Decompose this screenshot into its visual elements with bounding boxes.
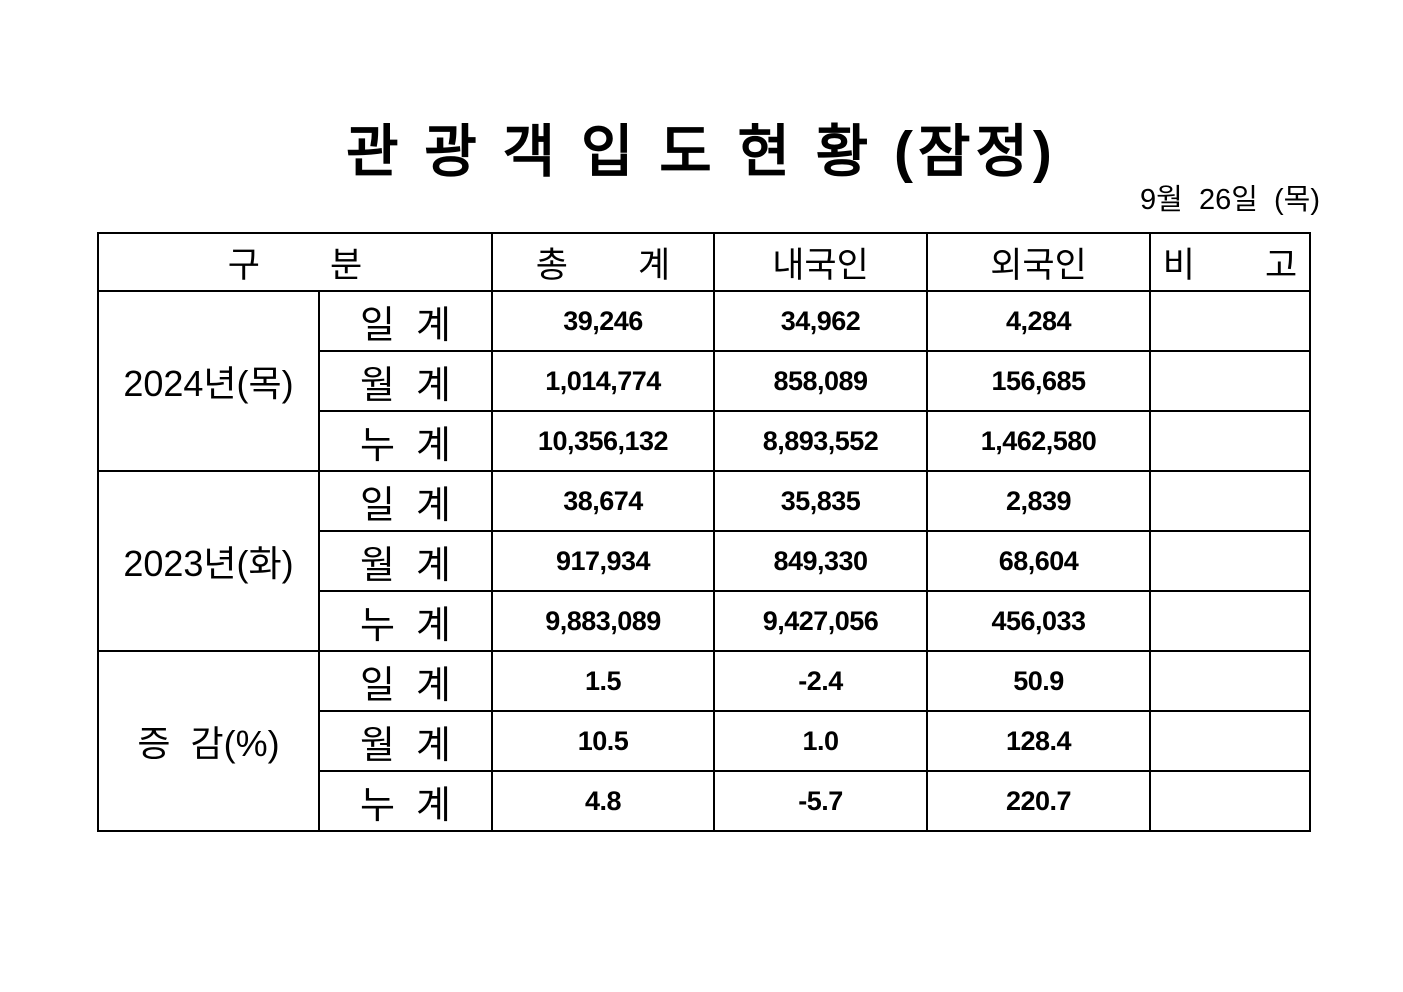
remarks-cell — [1149, 290, 1311, 352]
row-label-cumulative: 누 계 — [318, 410, 493, 472]
report-date: 9월 26일 (목) — [1140, 184, 1320, 216]
remarks-cell — [1149, 710, 1311, 772]
table-row: 2023년(화) 일 계 38,674 35,835 2,839 — [97, 470, 1311, 652]
table-row: 증 감(%) 일 계 1.5 -2.4 50.9 — [97, 650, 1311, 832]
value-foreign: 2,839 — [926, 470, 1151, 532]
value-foreign: 4,284 — [926, 290, 1151, 352]
row-label-daily: 일 계 — [318, 650, 493, 712]
row-label-monthly: 월 계 — [318, 710, 493, 772]
header-remarks-cell: 비 고 — [1149, 232, 1311, 292]
row-label-monthly: 월 계 — [318, 350, 493, 412]
row-label-daily: 일 계 — [318, 290, 493, 352]
table-row: 월 계 1,014,774 858,089 156,685 — [98, 350, 1311, 412]
table-row: 2024년(목) 일 계 39,246 34,962 4,284 — [97, 290, 1311, 472]
row-label-monthly: 월 계 — [318, 530, 493, 592]
header-domestic-cell: 내국인 — [713, 232, 928, 292]
value-foreign: 68,604 — [926, 530, 1151, 592]
value-domestic: 35,835 — [713, 470, 928, 532]
remarks-cell — [1149, 410, 1311, 472]
value-foreign: 128.4 — [926, 710, 1151, 772]
table-row: 누 계 4.8 -5.7 220.7 — [98, 770, 1311, 832]
value-domestic: 1.0 — [713, 710, 928, 772]
value-domestic: -2.4 — [713, 650, 928, 712]
tourist-arrivals-table: 구 분 총 계 내국인 외국인 비 고 2024년(목) 일 계 39,246 … — [97, 232, 1311, 832]
value-total: 10,356,132 — [491, 410, 715, 472]
table-row: 월 계 917,934 849,330 68,604 — [98, 530, 1311, 592]
value-total: 39,246 — [491, 290, 715, 352]
group-label-change-pct: 증 감(%) — [97, 650, 320, 832]
value-total: 9,883,089 — [491, 590, 715, 652]
value-domestic: 8,893,552 — [713, 410, 928, 472]
value-total: 38,674 — [491, 470, 715, 532]
remarks-cell — [1149, 470, 1311, 532]
remarks-cell — [1149, 770, 1311, 832]
row-label-daily: 일 계 — [318, 470, 493, 532]
remarks-cell — [1149, 350, 1311, 412]
value-foreign: 50.9 — [926, 650, 1151, 712]
document-title: 관 광 객 입 도 현 황 (잠정) — [346, 120, 1057, 184]
value-total: 1.5 — [491, 650, 715, 712]
value-domestic: 9,427,056 — [713, 590, 928, 652]
header-category-cell: 구 분 — [97, 232, 493, 292]
value-domestic: 34,962 — [713, 290, 928, 352]
value-domestic: 849,330 — [713, 530, 928, 592]
value-foreign: 1,462,580 — [926, 410, 1151, 472]
row-label-cumulative: 누 계 — [318, 590, 493, 652]
table-row: 누 계 9,883,089 9,427,056 456,033 — [98, 590, 1311, 652]
row-label-cumulative: 누 계 — [318, 770, 493, 832]
remarks-cell — [1149, 590, 1311, 652]
group-label-2023: 2023년(화) — [97, 470, 320, 652]
header-foreign-cell: 외국인 — [926, 232, 1151, 292]
remarks-cell — [1149, 650, 1311, 712]
value-total: 4.8 — [491, 770, 715, 832]
remarks-cell — [1149, 530, 1311, 592]
value-foreign: 156,685 — [926, 350, 1151, 412]
table-row: 누 계 10,356,132 8,893,552 1,462,580 — [98, 410, 1311, 472]
group-label-2024: 2024년(목) — [97, 290, 320, 472]
value-total: 1,014,774 — [491, 350, 715, 412]
table-header-row: 구 분 총 계 내국인 외국인 비 고 — [97, 232, 1311, 292]
value-domestic: 858,089 — [713, 350, 928, 412]
table-row: 월 계 10.5 1.0 128.4 — [98, 710, 1311, 772]
value-total: 917,934 — [491, 530, 715, 592]
value-foreign: 456,033 — [926, 590, 1151, 652]
value-foreign: 220.7 — [926, 770, 1151, 832]
header-total-cell: 총 계 — [491, 232, 715, 292]
value-total: 10.5 — [491, 710, 715, 772]
value-domestic: -5.7 — [713, 770, 928, 832]
